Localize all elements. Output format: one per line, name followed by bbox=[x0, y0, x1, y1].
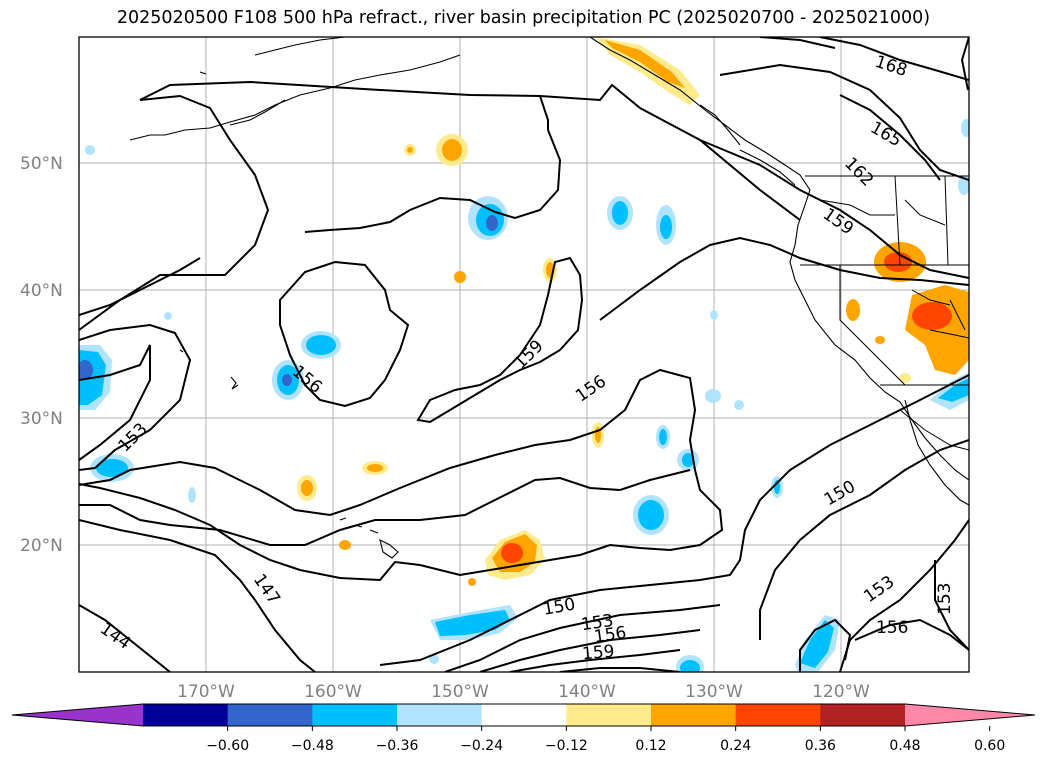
colorbar-tick-label: −0.48 bbox=[291, 738, 334, 754]
graticule bbox=[79, 37, 969, 672]
colorbar-segment bbox=[227, 704, 313, 726]
lon-label: 150°W bbox=[431, 682, 489, 702]
colorbar-extend-low bbox=[12, 704, 143, 726]
colorbar-tick-label: −0.24 bbox=[460, 738, 503, 754]
lon-label: 170°W bbox=[177, 682, 235, 702]
colorbar-tick-label: −0.36 bbox=[376, 738, 419, 754]
contour-label: 156 bbox=[876, 618, 908, 638]
map-frame bbox=[78, 36, 970, 673]
colorbar-segment bbox=[651, 704, 737, 726]
colorbar-tick-label: −0.12 bbox=[545, 738, 588, 754]
colorbar-outline bbox=[11, 703, 1036, 727]
colorbar-segment bbox=[397, 704, 483, 726]
refractivity-contours bbox=[79, 37, 969, 672]
contour-label: 156 bbox=[593, 623, 628, 647]
contour-label: 159 bbox=[581, 642, 615, 665]
lon-label: 140°W bbox=[558, 682, 616, 702]
colorbar-tick-label: 0.36 bbox=[805, 738, 836, 754]
colorbar-tick-label: 0.12 bbox=[635, 738, 666, 754]
latitude-labels: 50°N 40°N 30°N 20°N bbox=[20, 154, 63, 556]
colorbar-tick-label: 0.60 bbox=[974, 738, 1005, 754]
colorbar-segment bbox=[312, 704, 398, 726]
colorbar-segment bbox=[566, 704, 652, 726]
lat-label: 40°N bbox=[20, 281, 63, 301]
lon-label: 160°W bbox=[304, 682, 362, 702]
colorbar-segment bbox=[143, 704, 229, 726]
lon-label: 120°W bbox=[812, 682, 870, 702]
lat-label: 50°N bbox=[20, 154, 63, 174]
colorbar-segment bbox=[820, 704, 906, 726]
colorbar-tick-label: 0.24 bbox=[720, 738, 751, 754]
negative-anomaly-shading bbox=[79, 119, 969, 672]
lat-label: 30°N bbox=[20, 409, 63, 429]
lon-label: 130°W bbox=[685, 682, 743, 702]
colorbar: −0.60 −0.48 −0.36 −0.24 −0.12 0.12 0.24 0.36 0.4… bbox=[11, 703, 1036, 754]
map-title: 2025020500 F108 500 hPa refract., river … bbox=[116, 8, 931, 28]
colorbar-segment bbox=[481, 704, 567, 726]
colorbar-extend-high bbox=[905, 704, 1035, 726]
longitude-labels: 170°W 160°W 150°W 140°W 130°W 120°W bbox=[177, 682, 870, 702]
colorbar-segment bbox=[735, 704, 821, 726]
political-borders bbox=[800, 175, 969, 451]
colorbar-tick-label: 0.48 bbox=[889, 738, 920, 754]
colorbar-tick-label: −0.60 bbox=[206, 738, 249, 754]
contour-label: 153 bbox=[580, 611, 615, 635]
lat-label: 20°N bbox=[20, 536, 63, 556]
contour-label: 153 bbox=[935, 583, 955, 615]
